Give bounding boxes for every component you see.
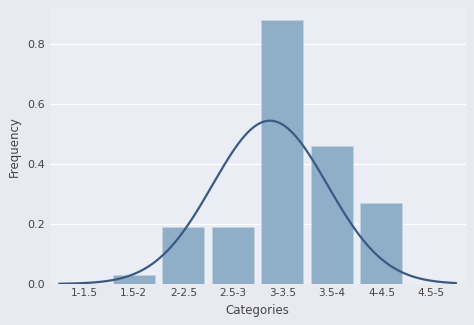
Bar [261, 20, 303, 284]
Bar [311, 146, 353, 284]
Bar [360, 203, 402, 284]
Bar [113, 275, 155, 284]
Y-axis label: Frequency: Frequency [9, 116, 21, 176]
Bar [162, 227, 204, 284]
X-axis label: Categories: Categories [226, 304, 290, 317]
Bar [212, 227, 254, 284]
